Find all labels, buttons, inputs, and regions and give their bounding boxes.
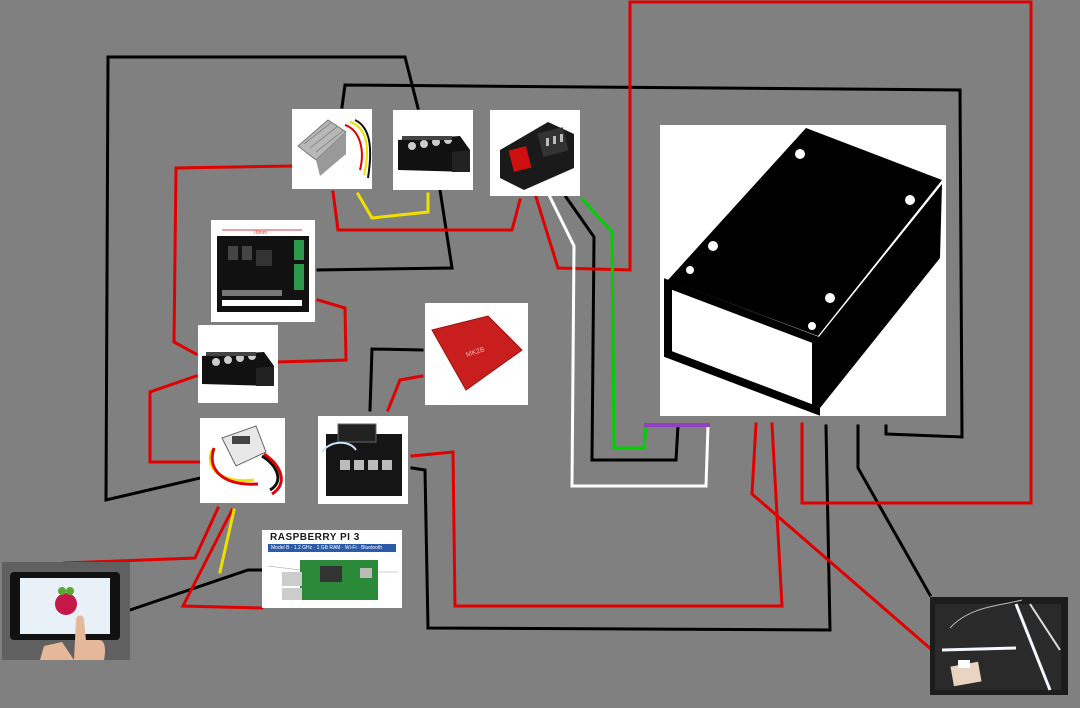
black-wire-left-loop — [106, 55, 420, 110]
black-wire-switch-to-psu — [563, 194, 680, 462]
red-wire-top-loop — [628, 0, 1033, 505]
red-wire-mosfet-to-heatbed — [386, 374, 424, 412]
green-wire-ground — [579, 196, 648, 450]
power-inlet-switch — [490, 110, 580, 196]
black-wire-psu-to-mosfet — [410, 424, 832, 632]
black-wire-heatbed — [368, 347, 424, 412]
heated-bed: MK2B — [425, 303, 528, 405]
black-wire-top-to-psu — [340, 83, 964, 439]
black-wire-terminal-to-board — [316, 188, 454, 272]
black-wire-rpi-to-screen — [128, 568, 264, 612]
raspberry-pi-board — [262, 530, 402, 608]
red-wire-left-loop — [172, 164, 294, 357]
dc-dc-converter — [292, 109, 372, 189]
power-supply-box — [660, 125, 946, 416]
led-strip-photo — [930, 597, 1068, 695]
black-wire-left-vertical — [104, 55, 202, 502]
red-wire-psu-to-led — [750, 422, 935, 653]
terminal-block-top — [393, 110, 473, 190]
board-dimension-label: 78mm — [253, 230, 267, 236]
raspberry-pi-specs: Model B · 1.2 GHz · 1 GB RAM · Wi-Fi · B… — [268, 544, 396, 552]
yellow-wire-stepdown-to-rpi — [218, 508, 236, 574]
terminal-block-left — [198, 325, 278, 403]
red-wire-stepdown-to-screen — [63, 506, 220, 565]
red-wire-psu-to-mosfet — [410, 422, 784, 608]
raspberry-pi-label-area: RASPBERRY PI 3 Model B · 1.2 GHz · 1 GB … — [262, 530, 402, 556]
red-wire-converter-to-switch — [331, 190, 522, 232]
red-wire-board-to-terminal — [276, 298, 348, 364]
white-wire-switch-to-psu — [547, 194, 710, 488]
touchscreen — [2, 562, 130, 660]
red-wire-terminal-to-stepdown — [148, 374, 202, 464]
red-wire-stepdown-to-rpi — [180, 507, 264, 610]
step-down-module — [200, 418, 285, 503]
controller-board: 78mm — [211, 220, 315, 322]
black-wire-psu-to-led — [856, 424, 933, 598]
red-wire-switch-to-psu — [534, 195, 632, 272]
raspberry-pi-title: RASPBERRY PI 3 — [270, 532, 360, 543]
yellow-wire-converter — [355, 191, 430, 220]
mosfet-module — [318, 416, 408, 504]
